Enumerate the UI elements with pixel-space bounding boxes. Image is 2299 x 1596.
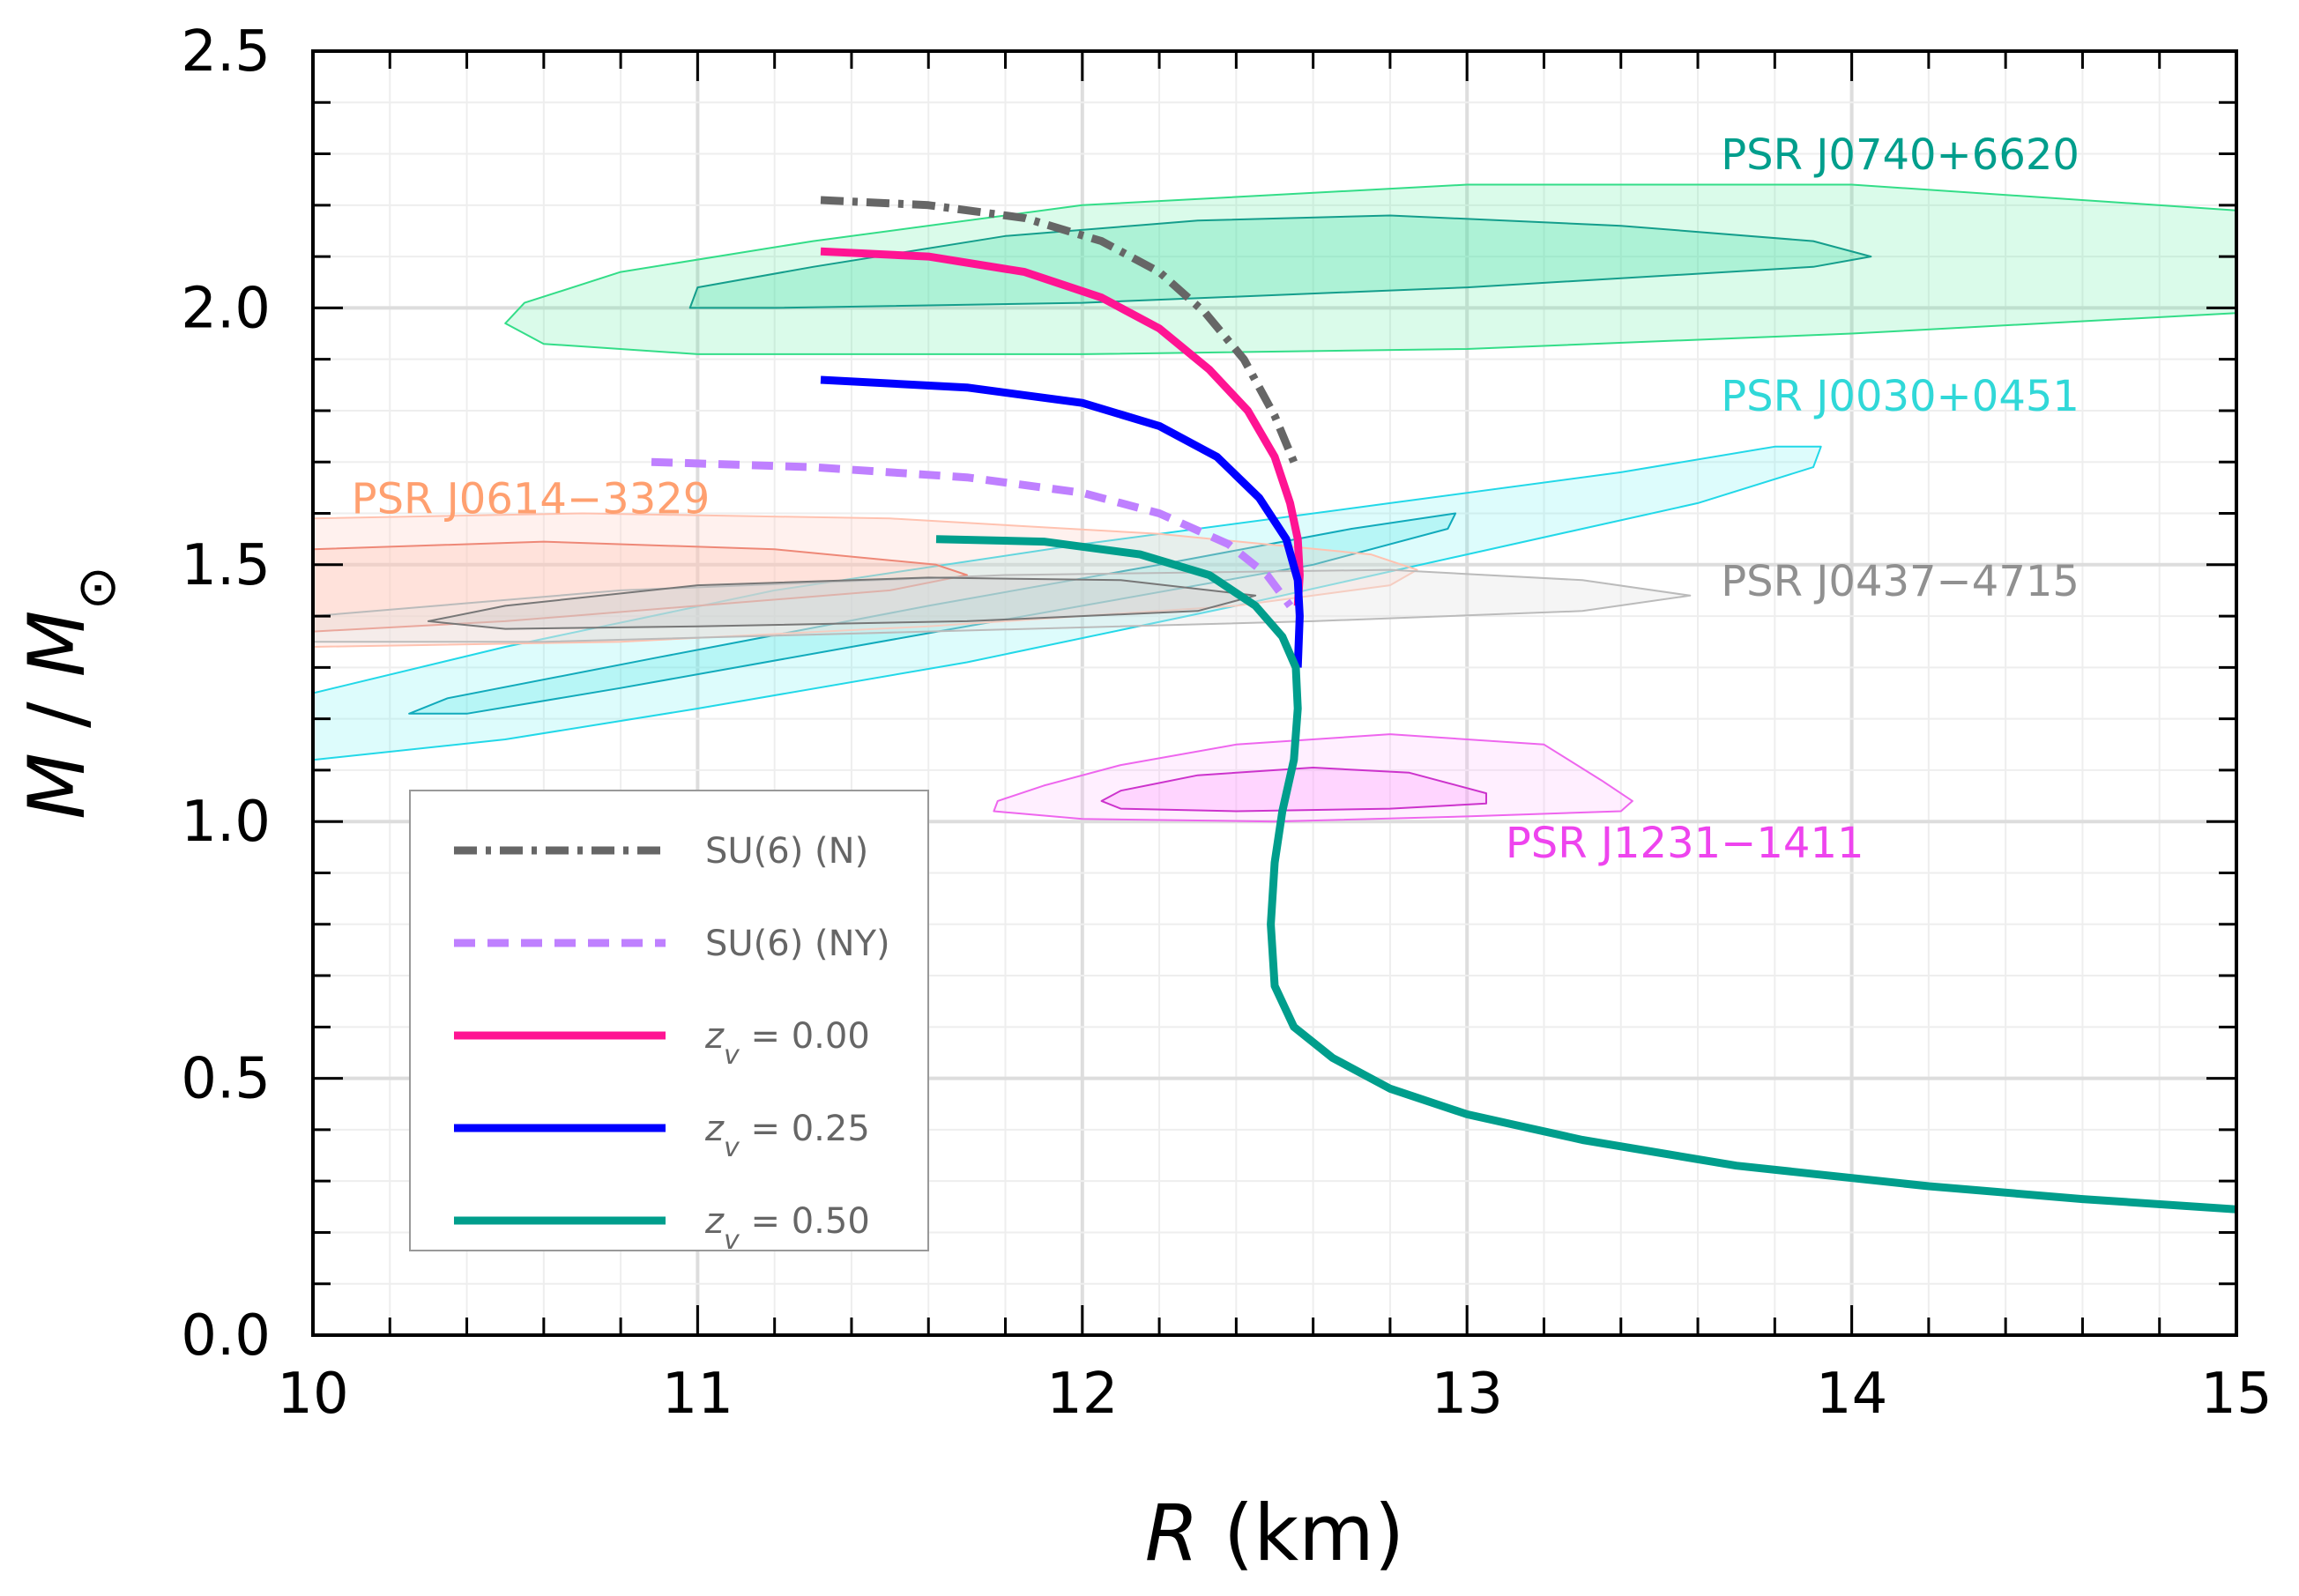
y-axis-sep: / — [11, 677, 102, 753]
pulsar-label: PSR J0614−3329 — [352, 475, 711, 524]
x-tick-label: 13 — [1431, 1362, 1502, 1427]
x-axis-title: R (km) — [1145, 1488, 1404, 1578]
grid — [311, 49, 2238, 1337]
region-inner-contour — [427, 576, 1257, 630]
legend-label-var: z — [704, 1109, 725, 1149]
series-line-su-6-n- — [820, 196, 1298, 464]
region-psr-j0437-4715 — [313, 568, 1692, 643]
region-inner-contour — [1100, 767, 1487, 813]
legend-label: SU(6) (NY) — [705, 924, 890, 964]
confidence-regions — [313, 183, 2236, 823]
region-inner-contour — [313, 540, 968, 633]
legend-label-var: z — [704, 1016, 725, 1057]
x-tick-label: 11 — [662, 1362, 733, 1427]
y-axis-sun: ⊙ — [66, 566, 128, 610]
y-axis-title: M / M⊙ — [11, 566, 128, 820]
y-axis-var: M — [11, 753, 102, 820]
series-line-su-6-ny- — [651, 457, 1294, 609]
x-axis-unit: (km) — [1199, 1488, 1404, 1578]
region-outer-contour — [504, 183, 2236, 355]
region-psr-j0030-0451 — [313, 445, 1822, 761]
legend-label: zv = 0.00 — [704, 1016, 870, 1071]
region-psr-j1231-1411 — [993, 733, 1633, 823]
region-inner-contour — [688, 214, 1872, 309]
x-tick-label: 12 — [1046, 1362, 1118, 1427]
region-inner-contour — [408, 512, 1457, 715]
ticks: 10 11 12 13 14 15 0.0 0.5 1.0 1.5 2.0 2.5 — [181, 19, 2273, 1427]
series-line-zv-0-50 — [935, 535, 2236, 1214]
legend-label: SU(6) (N) — [705, 831, 868, 872]
legend-label: zv = 0.50 — [704, 1201, 870, 1256]
y-tick-label: 1.5 — [181, 533, 271, 598]
legend-label-sub: v — [724, 1040, 740, 1071]
eos-curves — [651, 196, 2236, 1214]
y-tick-label: 0.5 — [181, 1047, 271, 1112]
pulsar-label: PSR J0030+0451 — [1721, 372, 2080, 421]
x-tick-label: 15 — [2200, 1362, 2272, 1427]
x-tick-label: 14 — [1816, 1362, 1887, 1427]
x-axis-var: R — [1145, 1488, 1199, 1578]
legend-label: zv = 0.25 — [704, 1109, 870, 1163]
pulsar-label: PSR J1231−1411 — [1506, 819, 1864, 868]
series-line-zv-0-00 — [820, 247, 1304, 606]
legend-label-rest: = 0.25 — [740, 1109, 870, 1149]
legend-label-sub: v — [724, 1225, 740, 1256]
y-tick-label: 1.0 — [181, 790, 271, 855]
legend-label-rest: = 0.00 — [740, 1016, 870, 1057]
pulsar-labels: PSR J0740+6620 PSR J0030+0451 PSR J0614−33… — [352, 130, 2080, 868]
region-outer-contour — [313, 445, 1822, 761]
pulsar-label: PSR J0437−4715 — [1721, 557, 2080, 606]
plot-frame — [311, 49, 2238, 1337]
y-tick-label: 0.0 — [181, 1303, 271, 1369]
y-tick-label: 2.5 — [181, 19, 271, 85]
region-psr-j0740-6620 — [504, 183, 2236, 355]
legend-label-rest: = 0.50 — [740, 1201, 870, 1242]
series-line-zv-0-25 — [820, 375, 1304, 668]
legend-label-var: z — [704, 1201, 725, 1242]
legend-box — [409, 790, 929, 1251]
x-tick-label: 10 — [277, 1362, 348, 1427]
region-outer-contour — [993, 733, 1633, 823]
legend-label-sub: v — [724, 1132, 740, 1163]
pulsar-label: PSR J0740+6620 — [1721, 130, 2080, 180]
y-axis-sub-var: M — [11, 610, 102, 677]
y-tick-label: 2.0 — [181, 276, 271, 341]
